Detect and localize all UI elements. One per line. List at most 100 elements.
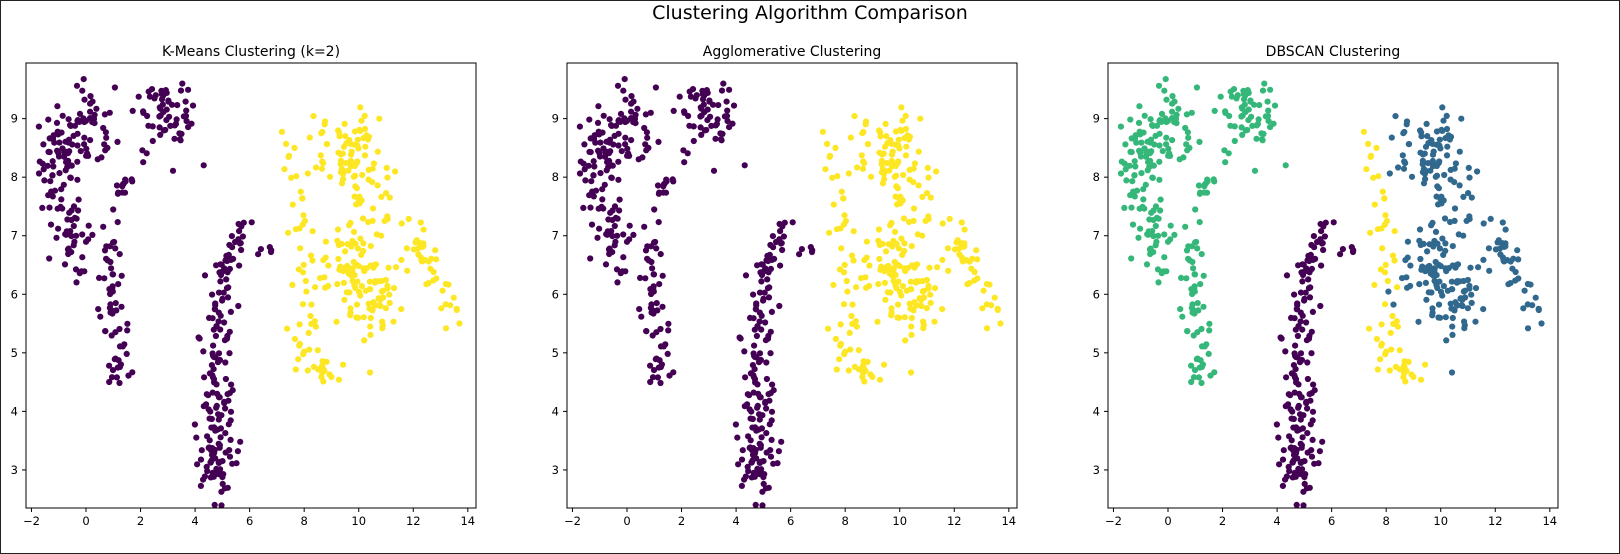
data-point [651, 239, 658, 246]
data-point [284, 325, 291, 332]
data-point [1198, 379, 1205, 387]
data-point [576, 170, 584, 177]
data-point [1294, 302, 1301, 309]
data-point [1308, 390, 1315, 397]
data-point [902, 268, 909, 275]
data-point [1500, 257, 1507, 264]
data-point [383, 190, 390, 197]
data-point [1319, 240, 1326, 247]
data-point [359, 171, 366, 179]
data-point [1381, 195, 1388, 202]
data-point [1475, 264, 1482, 271]
data-point [200, 476, 207, 483]
data-point [641, 223, 648, 230]
data-point [765, 269, 772, 276]
data-point [1304, 405, 1311, 412]
data-point [855, 347, 862, 354]
data-point [582, 177, 589, 184]
data-point [1191, 271, 1198, 278]
data-point [209, 291, 216, 298]
data-point [1389, 252, 1397, 259]
data-point [1422, 143, 1430, 150]
data-point [350, 258, 357, 266]
data-point [1460, 277, 1467, 285]
data-point [608, 122, 615, 129]
data-point [239, 233, 246, 240]
data-point [602, 261, 610, 268]
data-point [899, 283, 906, 290]
data-point [832, 335, 839, 343]
data-point [1211, 369, 1218, 376]
data-point [1255, 116, 1262, 123]
data-point [756, 411, 763, 418]
data-point [1420, 165, 1427, 172]
data-point [364, 136, 371, 143]
data-point [644, 134, 651, 141]
data-point [588, 221, 596, 228]
data-point [944, 245, 951, 252]
data-point [425, 258, 432, 265]
data-point [1390, 320, 1397, 327]
data-point [767, 328, 774, 335]
data-point [1163, 118, 1170, 126]
data-point [112, 300, 119, 307]
data-point [1211, 107, 1218, 114]
data-point [1426, 241, 1433, 248]
data-point [1141, 112, 1148, 119]
data-point [973, 247, 980, 254]
data-point [657, 343, 665, 350]
data-point [1142, 181, 1149, 188]
data-point [1330, 219, 1337, 226]
data-point [1253, 135, 1260, 142]
data-point [285, 229, 292, 236]
data-point [911, 160, 918, 167]
data-point [628, 137, 635, 144]
data-point [895, 245, 902, 252]
data-point [730, 102, 738, 109]
data-point [1177, 306, 1184, 313]
data-point [1185, 134, 1192, 141]
data-point [248, 219, 255, 226]
data-point [361, 337, 368, 344]
data-point [289, 201, 296, 208]
data-point [204, 433, 211, 440]
data-point [750, 469, 757, 476]
data-point [1128, 255, 1135, 262]
data-point [226, 453, 234, 460]
data-point [306, 134, 313, 141]
data-point [1184, 328, 1191, 335]
data-point [1254, 120, 1261, 128]
data-point [888, 305, 895, 312]
data-point [356, 193, 363, 200]
data-point [179, 80, 186, 87]
data-point [267, 248, 275, 256]
data-point [234, 448, 241, 455]
data-point [73, 232, 80, 239]
data-point [899, 117, 906, 124]
data-point [255, 251, 262, 258]
data-point [591, 163, 598, 170]
data-point [974, 256, 981, 263]
data-point [1449, 323, 1456, 330]
data-point [79, 254, 86, 261]
data-point [924, 190, 931, 197]
data-point [765, 294, 773, 301]
data-point [68, 216, 75, 224]
data-point [755, 390, 762, 397]
data-point [758, 425, 765, 432]
data-point [630, 98, 637, 105]
data-point [599, 196, 606, 203]
data-point [1432, 228, 1440, 235]
data-point [853, 323, 860, 330]
data-point [1131, 135, 1139, 142]
data-point [883, 248, 890, 255]
data-point [931, 285, 939, 292]
data-point [337, 161, 344, 168]
data-point [1467, 264, 1474, 271]
data-point [708, 122, 715, 129]
data-point [589, 188, 596, 195]
data-point [595, 147, 602, 154]
data-point [1446, 136, 1453, 143]
y-tick-label: 7 [552, 229, 559, 243]
data-point [761, 289, 768, 296]
